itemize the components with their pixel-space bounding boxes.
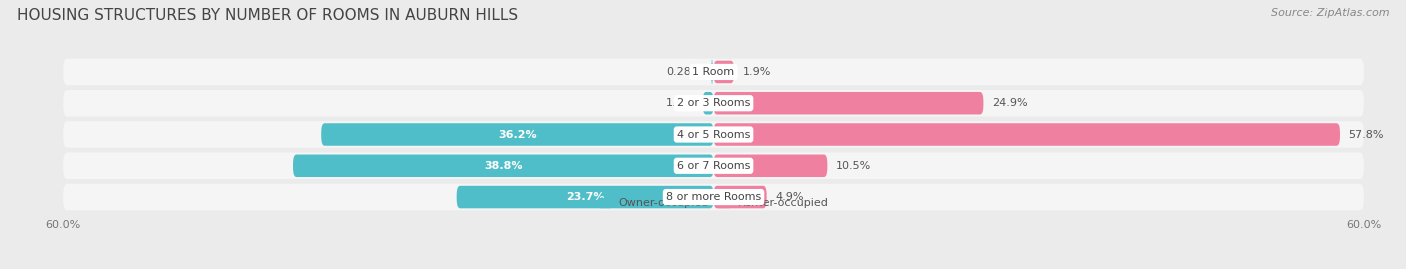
Text: 8 or more Rooms: 8 or more Rooms: [666, 192, 761, 202]
FancyBboxPatch shape: [292, 154, 713, 177]
FancyBboxPatch shape: [703, 92, 713, 115]
FancyBboxPatch shape: [713, 186, 766, 208]
Text: Source: ZipAtlas.com: Source: ZipAtlas.com: [1271, 8, 1389, 18]
Text: HOUSING STRUCTURES BY NUMBER OF ROOMS IN AUBURN HILLS: HOUSING STRUCTURES BY NUMBER OF ROOMS IN…: [17, 8, 517, 23]
FancyBboxPatch shape: [713, 154, 827, 177]
Text: 36.2%: 36.2%: [498, 129, 537, 140]
Text: 4.9%: 4.9%: [775, 192, 804, 202]
Text: 10.5%: 10.5%: [837, 161, 872, 171]
FancyBboxPatch shape: [63, 153, 1364, 179]
FancyBboxPatch shape: [710, 61, 714, 83]
Text: 1.9%: 1.9%: [742, 67, 770, 77]
FancyBboxPatch shape: [63, 184, 1364, 210]
Text: 4 or 5 Rooms: 4 or 5 Rooms: [676, 129, 751, 140]
FancyBboxPatch shape: [457, 186, 713, 208]
FancyBboxPatch shape: [713, 123, 1340, 146]
Legend: Owner-occupied, Renter-occupied: Owner-occupied, Renter-occupied: [595, 194, 832, 213]
FancyBboxPatch shape: [713, 92, 983, 115]
Text: 23.7%: 23.7%: [565, 192, 605, 202]
Text: 24.9%: 24.9%: [993, 98, 1028, 108]
Text: 1 Room: 1 Room: [693, 67, 734, 77]
FancyBboxPatch shape: [63, 121, 1364, 148]
FancyBboxPatch shape: [321, 123, 713, 146]
Text: 38.8%: 38.8%: [484, 161, 523, 171]
Text: 6 or 7 Rooms: 6 or 7 Rooms: [676, 161, 751, 171]
Text: 0.28%: 0.28%: [666, 67, 702, 77]
FancyBboxPatch shape: [713, 61, 734, 83]
Text: 2 or 3 Rooms: 2 or 3 Rooms: [676, 98, 751, 108]
FancyBboxPatch shape: [63, 59, 1364, 85]
FancyBboxPatch shape: [63, 90, 1364, 116]
Text: 1.0%: 1.0%: [666, 98, 695, 108]
Text: 57.8%: 57.8%: [1348, 129, 1384, 140]
